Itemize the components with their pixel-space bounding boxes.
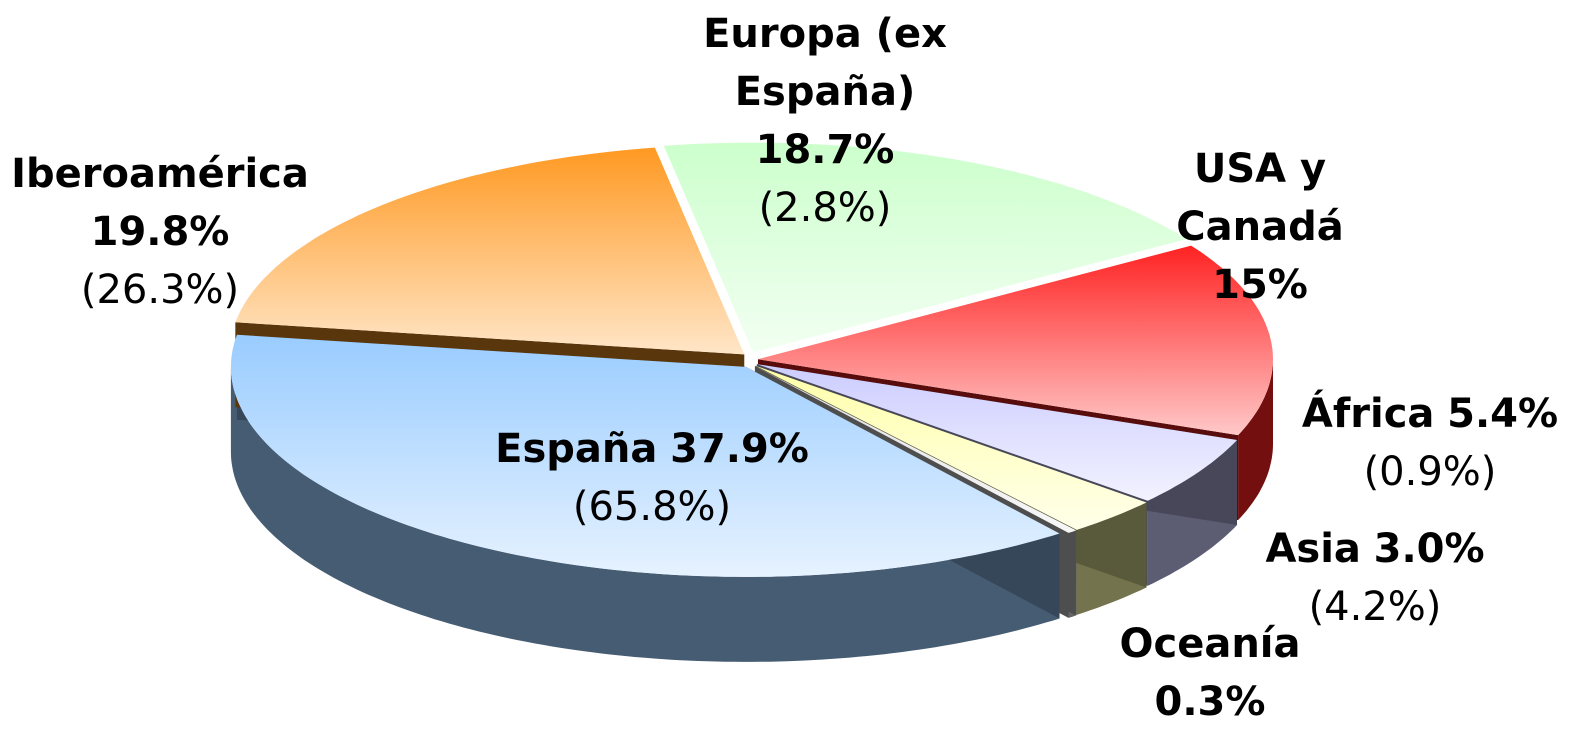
slice-side xyxy=(230,366,1060,662)
value-label: 15% xyxy=(1212,262,1308,308)
secondary-label: (65.8%) xyxy=(572,484,732,530)
value-label: 0.3% xyxy=(1154,679,1266,725)
slice xyxy=(230,334,1060,577)
slice xyxy=(757,245,1273,436)
secondary-label: (2.8%) xyxy=(758,185,892,231)
value-label: 37.9% xyxy=(670,426,809,472)
slice xyxy=(756,364,1237,501)
slice xyxy=(754,366,1077,533)
slice-label: Oceanía 0.3% xyxy=(1100,615,1320,731)
slice-label: USA y Canadá 15% xyxy=(1160,140,1360,314)
category-label: USA y Canadá xyxy=(1176,146,1344,250)
category-label: España xyxy=(495,426,658,472)
secondary-label: (0.9%) xyxy=(1363,449,1497,495)
secondary-label: (4.2%) xyxy=(1308,584,1442,630)
slice-label: España 37.9% (65.8%) xyxy=(442,420,862,536)
pie-tops xyxy=(230,142,1273,577)
value-label: 5.4% xyxy=(1447,391,1559,437)
slice-label: Iberoamérica 19.8% (26.3%) xyxy=(0,145,370,319)
category-label: África xyxy=(1301,391,1435,437)
slice xyxy=(235,147,745,355)
slice xyxy=(755,365,1147,530)
slice xyxy=(663,142,1187,353)
category-label: Oceanía xyxy=(1119,621,1301,667)
slice-label: Europa (ex España) 18.7% (2.8%) xyxy=(680,5,970,237)
value-label: 18.7% xyxy=(755,127,895,173)
slice-label: Asia 3.0% (4.2%) xyxy=(1165,520,1585,636)
value-label: 3.0% xyxy=(1373,526,1485,572)
category-label: Iberoamérica xyxy=(11,151,309,197)
slice-side xyxy=(1238,359,1273,521)
category-label: Asia xyxy=(1265,526,1361,572)
value-label: 19.8% xyxy=(90,209,230,255)
slice-label: África 5.4% (0.9%) xyxy=(1220,385,1595,501)
secondary-label: (26.3%) xyxy=(80,267,240,313)
category-label: Europa (ex España) xyxy=(703,11,947,115)
